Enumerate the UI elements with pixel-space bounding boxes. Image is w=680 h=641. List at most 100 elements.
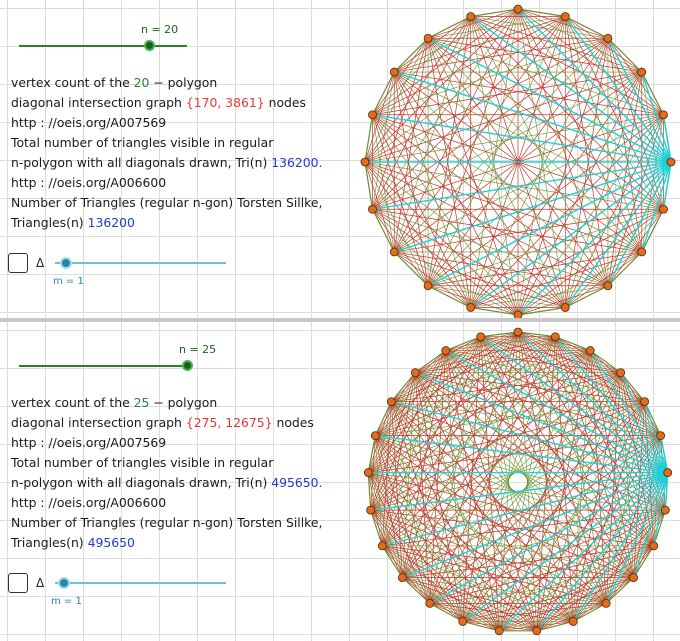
- polygon-vertex[interactable]: [640, 397, 650, 407]
- diagonal-line: [462, 401, 645, 622]
- polygon-vertex[interactable]: [441, 346, 451, 355]
- diagonal-line: [470, 8, 519, 308]
- oeis-link-a006600[interactable]: http : //oeis.org/A006600: [11, 495, 167, 510]
- diagonal-line: [367, 472, 372, 511]
- diagonal-graph-line: diagonal intersection graph {275, 12675}…: [11, 415, 314, 430]
- polygon-vertex[interactable]: [458, 617, 468, 626]
- highlight-diagonal: [470, 15, 672, 163]
- diagonal-line: [480, 336, 654, 547]
- polygon-vertex[interactable]: [410, 368, 420, 378]
- diagonal-line: [517, 8, 566, 308]
- polygon-vertex[interactable]: [560, 303, 570, 312]
- polygon-vertex[interactable]: [659, 204, 668, 214]
- diagonal-line: [372, 16, 472, 210]
- m-slider-track[interactable]: [55, 262, 226, 264]
- diagonal-line: [394, 16, 471, 73]
- sillke-line: Number of Triangles (regular n-gon) Tors…: [11, 195, 323, 210]
- polygon-vertex[interactable]: [550, 332, 560, 342]
- diagonal-line: [429, 603, 574, 622]
- polygon-vertex[interactable]: [585, 346, 595, 355]
- polygon-vertex[interactable]: [660, 505, 670, 515]
- m-slider-handle[interactable]: [60, 257, 72, 269]
- oeis-link-a006600[interactable]: http : //oeis.org/A006600: [11, 175, 167, 190]
- polygon-vertex[interactable]: [368, 110, 377, 120]
- polygon-vertex[interactable]: [494, 626, 504, 636]
- triangles-description: Total number of triangles visible in reg…: [11, 135, 274, 150]
- n-slider-track[interactable]: [19, 365, 187, 367]
- polygon-vertex[interactable]: [603, 281, 613, 291]
- triangles-description: Total number of triangles visible in reg…: [11, 455, 274, 470]
- n-slider-handle[interactable]: [144, 40, 155, 51]
- polygon-vertex[interactable]: [386, 397, 396, 407]
- polygon-vertex[interactable]: [363, 468, 373, 477]
- polygon-vertex[interactable]: [423, 33, 433, 43]
- nodes-pair: {275, 12675}: [185, 415, 273, 430]
- polygon-vertex[interactable]: [560, 12, 570, 21]
- polygon-vertex[interactable]: [466, 303, 476, 312]
- oeis-link-a007569[interactable]: http : //oeis.org/A007569: [11, 435, 167, 450]
- polygon-vertex[interactable]: [603, 33, 613, 43]
- n-slider-track[interactable]: [19, 45, 187, 47]
- polygon-vertex[interactable]: [616, 368, 626, 378]
- polygon-vertex[interactable]: [377, 541, 387, 551]
- diagonal-line: [517, 8, 566, 18]
- polygon-vertex[interactable]: [398, 573, 407, 583]
- delta-checkbox[interactable]: [8, 573, 28, 593]
- polygon-vertex[interactable]: [666, 157, 676, 167]
- diagonal-line: [371, 71, 395, 115]
- m-slider-handle[interactable]: [58, 577, 70, 589]
- polygon-vertex[interactable]: [629, 573, 638, 583]
- polygon-vertex[interactable]: [656, 431, 666, 441]
- highlight-diagonal: [641, 161, 672, 253]
- diagonal-line: [644, 401, 662, 436]
- polygon-vertex[interactable]: [659, 110, 668, 120]
- diagonal-line: [445, 350, 500, 631]
- polygon-vertex[interactable]: [425, 598, 435, 608]
- diagonal-line: [372, 208, 609, 287]
- n-slider-handle[interactable]: [182, 360, 193, 371]
- polygon-vertex[interactable]: [368, 204, 377, 214]
- diagonal-line: [368, 350, 447, 473]
- n-slider-label: n = 20: [141, 23, 179, 36]
- polygon-vertex[interactable]: [637, 67, 647, 77]
- diagonal-line: [402, 577, 537, 632]
- diagonal-line: [382, 545, 500, 632]
- polygon-vertex[interactable]: [423, 281, 433, 291]
- polygon-vertex[interactable]: [513, 4, 523, 14]
- diagonal-line: [428, 37, 642, 73]
- highlight-diagonal: [370, 471, 668, 511]
- diagonal-line: [415, 372, 666, 511]
- polygon-vertex[interactable]: [637, 247, 647, 257]
- diagonal-line: [427, 71, 642, 286]
- oeis-link-a007569[interactable]: http : //oeis.org/A007569: [11, 115, 167, 130]
- polygon-vertex[interactable]: [513, 310, 523, 318]
- diagonal-line: [370, 401, 392, 511]
- polygon-vertex[interactable]: [389, 67, 399, 77]
- polygon-vertex[interactable]: [370, 431, 380, 441]
- diagonal-line: [370, 509, 654, 547]
- m-slider-track[interactable]: [55, 582, 226, 584]
- diagonal-line: [470, 16, 608, 39]
- diagonal-line: [382, 350, 591, 547]
- diagonal-line: [372, 209, 471, 308]
- diagonal-line: [605, 577, 634, 604]
- vertex-count-line: vertex count of the 25 − polygon: [11, 395, 218, 410]
- highlight-diagonal: [372, 161, 672, 210]
- polygon-vertex[interactable]: [663, 468, 673, 477]
- polygon-vertex[interactable]: [513, 327, 523, 337]
- diagonal-line: [429, 336, 481, 604]
- delta-checkbox[interactable]: [8, 253, 28, 273]
- polygon-vertex[interactable]: [476, 332, 486, 342]
- polygon-vertex[interactable]: [389, 247, 399, 257]
- diagonal-line: [427, 38, 642, 253]
- polygon-vertex[interactable]: [466, 12, 476, 21]
- polygon-vertex[interactable]: [649, 541, 659, 551]
- polygon-vertex[interactable]: [366, 505, 376, 515]
- highlight-diagonal: [517, 8, 672, 163]
- diagonal-line: [641, 114, 664, 252]
- polygon-vertex[interactable]: [568, 617, 578, 626]
- polygon-vertex[interactable]: [532, 626, 542, 636]
- polygon-vertex[interactable]: [360, 157, 370, 167]
- diagonal-line: [564, 16, 664, 210]
- polygon-vertex[interactable]: [601, 598, 611, 608]
